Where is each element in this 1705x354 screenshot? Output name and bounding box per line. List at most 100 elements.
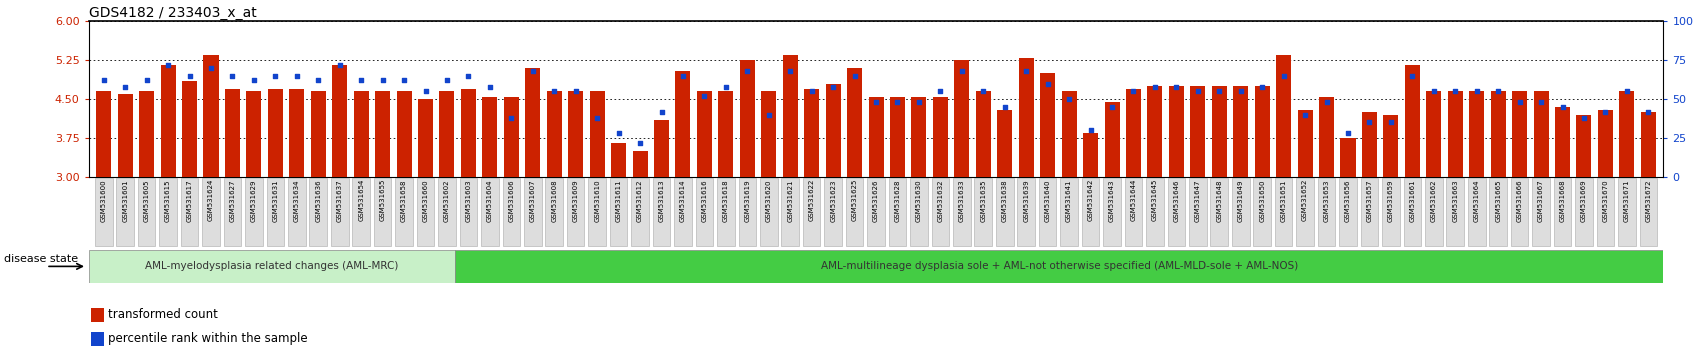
FancyBboxPatch shape [1081, 178, 1098, 246]
FancyBboxPatch shape [246, 178, 263, 246]
Point [1613, 88, 1640, 94]
Text: GSM531643: GSM531643 [1108, 179, 1115, 222]
Text: GSM531666: GSM531666 [1516, 179, 1523, 222]
Text: GSM531617: GSM531617 [186, 179, 193, 222]
Point [691, 93, 718, 99]
Bar [1168, 86, 1183, 177]
Bar [1275, 55, 1291, 177]
FancyBboxPatch shape [653, 178, 670, 246]
FancyBboxPatch shape [566, 178, 585, 246]
Text: GSM531671: GSM531671 [1623, 179, 1628, 222]
FancyBboxPatch shape [1188, 178, 1205, 246]
Text: GSM531654: GSM531654 [358, 179, 363, 222]
FancyBboxPatch shape [1553, 178, 1570, 246]
Point [1141, 84, 1168, 90]
FancyBboxPatch shape [438, 178, 455, 246]
Bar [1253, 86, 1269, 177]
FancyBboxPatch shape [203, 178, 220, 246]
Text: GSM531665: GSM531665 [1494, 179, 1500, 222]
FancyBboxPatch shape [1166, 178, 1185, 246]
FancyBboxPatch shape [159, 178, 177, 246]
FancyBboxPatch shape [288, 178, 305, 246]
Text: GSM531628: GSM531628 [893, 179, 900, 222]
FancyBboxPatch shape [609, 178, 627, 246]
Text: GSM531626: GSM531626 [873, 179, 878, 222]
FancyBboxPatch shape [846, 178, 863, 246]
Text: GSM531618: GSM531618 [723, 179, 728, 222]
Text: GSM531625: GSM531625 [851, 179, 858, 222]
Text: GSM531640: GSM531640 [1043, 179, 1050, 222]
Point [326, 62, 353, 68]
Point [176, 73, 203, 79]
FancyBboxPatch shape [1038, 178, 1055, 246]
Point [841, 73, 868, 79]
Point [626, 140, 653, 145]
FancyBboxPatch shape [866, 178, 885, 246]
FancyBboxPatch shape [1253, 178, 1270, 246]
Bar [1511, 91, 1526, 177]
FancyBboxPatch shape [1146, 178, 1163, 246]
Text: GSM531656: GSM531656 [1344, 179, 1350, 222]
Bar [847, 68, 861, 177]
Point [155, 62, 182, 68]
Text: GSM531646: GSM531646 [1173, 179, 1178, 222]
Text: GSM531620: GSM531620 [766, 179, 771, 222]
Point [668, 73, 696, 79]
Bar [653, 120, 668, 177]
Bar [1040, 73, 1055, 177]
Bar [483, 97, 498, 177]
Point [1633, 109, 1661, 114]
Bar [803, 89, 818, 177]
Point [861, 99, 888, 105]
Bar [910, 97, 926, 177]
Point [1163, 84, 1190, 90]
Point [1013, 68, 1040, 74]
FancyBboxPatch shape [824, 178, 842, 246]
Text: GSM531621: GSM531621 [786, 179, 793, 222]
Text: GSM531668: GSM531668 [1558, 179, 1565, 222]
Bar [460, 89, 476, 177]
Bar [1233, 86, 1248, 177]
FancyBboxPatch shape [974, 178, 992, 246]
Bar [503, 97, 518, 177]
Point [1483, 88, 1511, 94]
FancyBboxPatch shape [416, 178, 435, 246]
Bar [268, 89, 283, 177]
Text: GSM531606: GSM531606 [508, 179, 513, 222]
Bar [760, 91, 776, 177]
FancyBboxPatch shape [266, 178, 285, 246]
FancyBboxPatch shape [696, 178, 713, 246]
Text: GSM531619: GSM531619 [743, 179, 750, 222]
Text: GSM531653: GSM531653 [1323, 179, 1328, 222]
Bar [610, 143, 626, 177]
FancyBboxPatch shape [396, 178, 413, 246]
Bar [1640, 112, 1656, 177]
FancyBboxPatch shape [309, 178, 327, 246]
Point [755, 112, 783, 118]
Point [1033, 81, 1061, 86]
Text: GSM531644: GSM531644 [1130, 179, 1136, 222]
Bar [825, 84, 841, 177]
FancyBboxPatch shape [1061, 178, 1078, 246]
FancyBboxPatch shape [523, 178, 540, 246]
Text: GSM531614: GSM531614 [680, 179, 685, 222]
Bar [590, 91, 604, 177]
Text: GSM531651: GSM531651 [1280, 179, 1286, 222]
Text: GSM531612: GSM531612 [636, 179, 643, 222]
Bar [953, 60, 968, 177]
Bar [1490, 91, 1506, 177]
Bar [418, 99, 433, 177]
Bar [1190, 86, 1205, 177]
Bar [95, 91, 111, 177]
Point [198, 65, 225, 71]
Bar [160, 65, 176, 177]
Text: GSM531660: GSM531660 [423, 179, 428, 222]
Bar [1298, 109, 1311, 177]
FancyBboxPatch shape [996, 178, 1013, 246]
Point [348, 78, 375, 83]
Text: GSM531608: GSM531608 [551, 179, 558, 222]
Point [561, 88, 588, 94]
Text: GSM531632: GSM531632 [936, 179, 943, 222]
Text: GSM531663: GSM531663 [1451, 179, 1458, 222]
Text: GSM531637: GSM531637 [336, 179, 343, 222]
